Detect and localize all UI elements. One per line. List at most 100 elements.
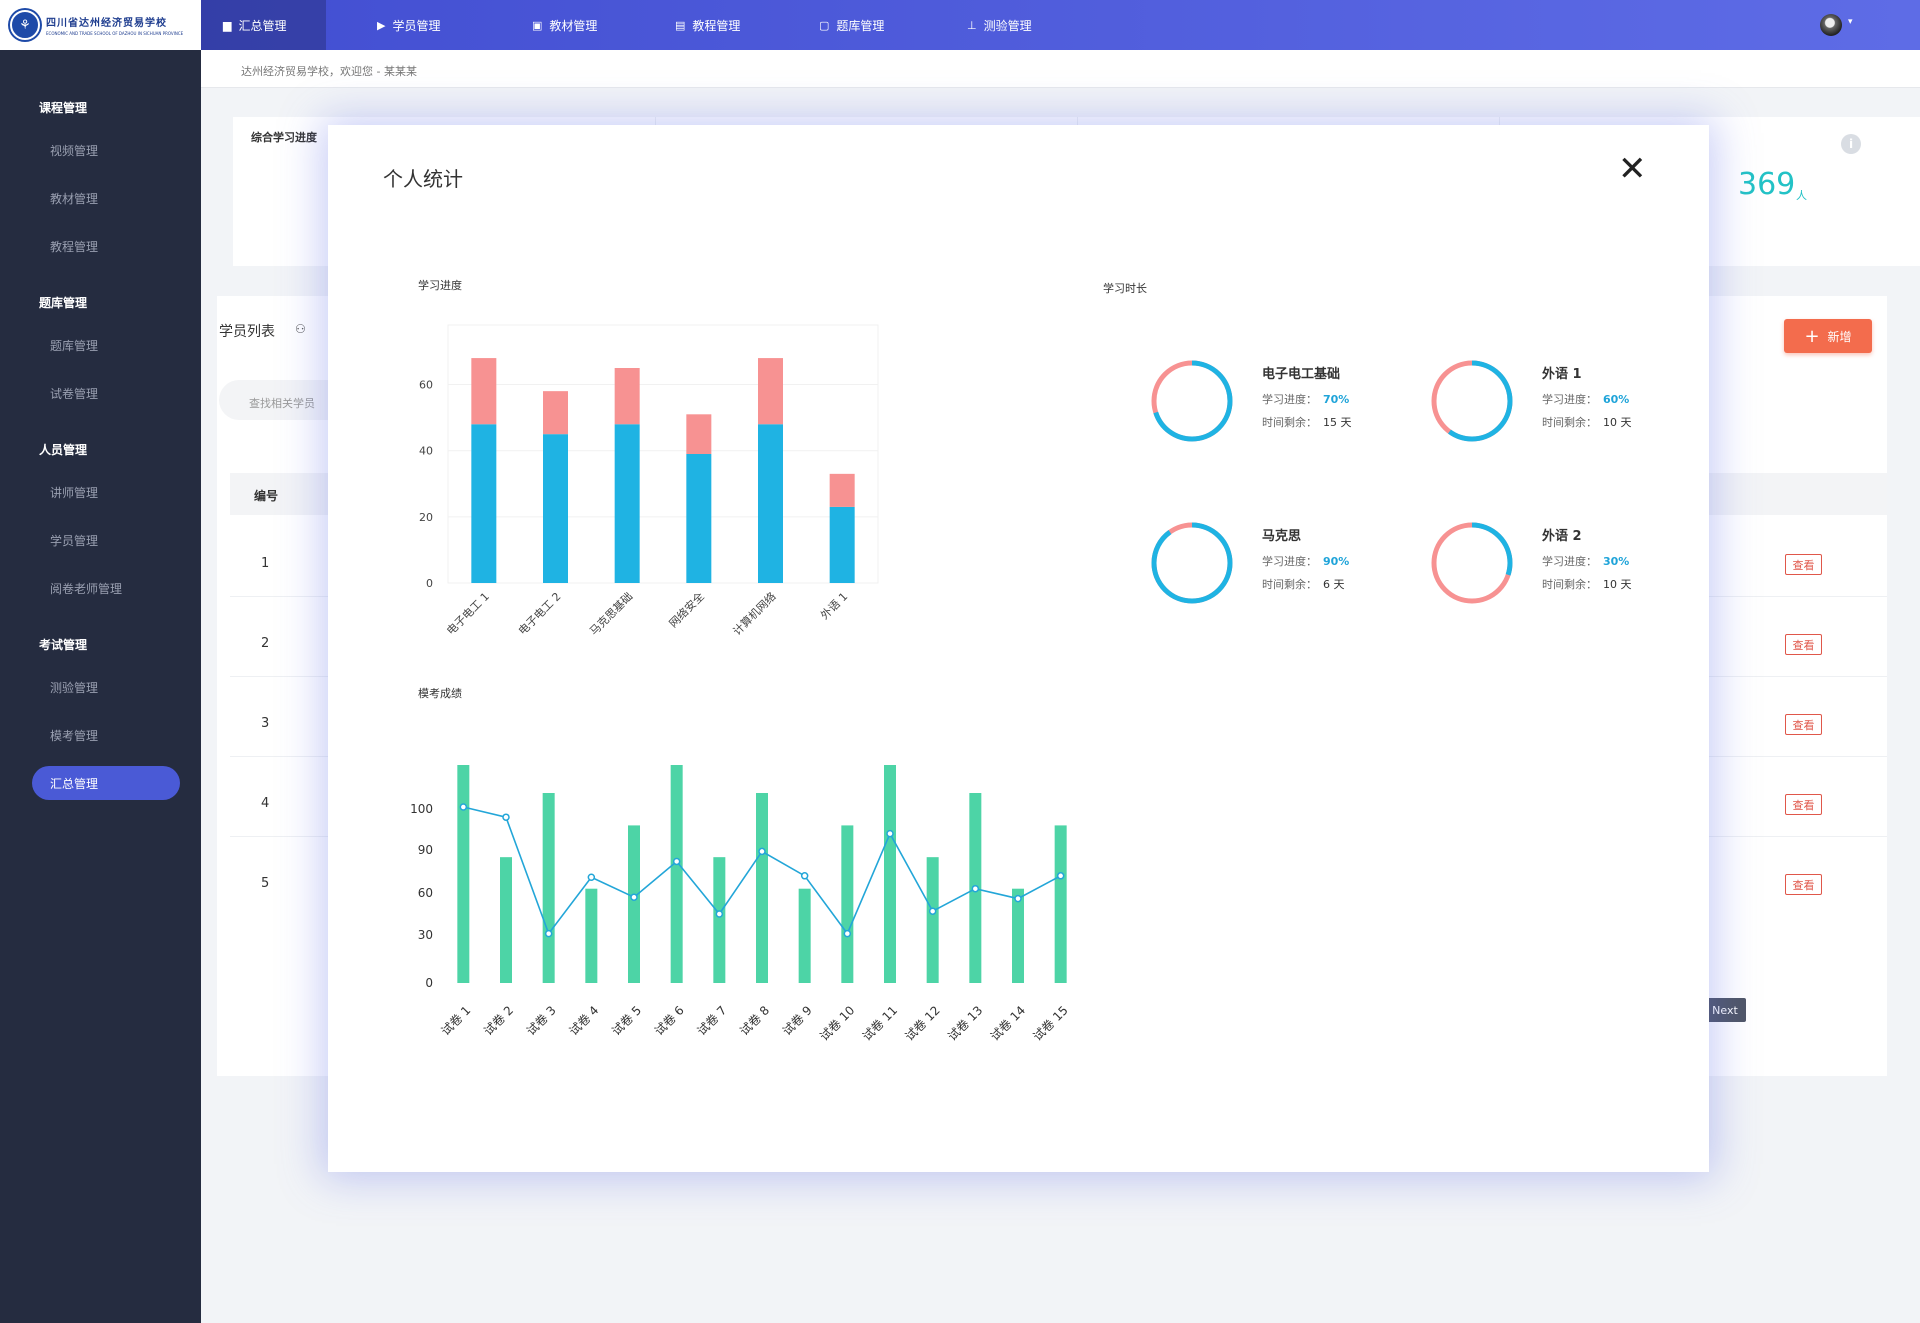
monitor-icon: ▣	[532, 18, 543, 32]
score-point	[928, 907, 937, 915]
student-count-unit: 人	[1796, 189, 1807, 202]
sidebar-item-student[interactable]: 学员管理	[50, 534, 99, 548]
score-point	[544, 929, 553, 938]
score-point	[502, 813, 510, 821]
score-bar	[713, 857, 726, 983]
score-bar	[628, 825, 640, 983]
nav-question-bank-management[interactable]: ▢ 题库管理	[797, 0, 906, 50]
nav-summary-management[interactable]: ▆ 汇总管理	[201, 0, 326, 50]
bar-segment	[471, 424, 497, 583]
progress-value: 60%	[1603, 393, 1630, 406]
score-point	[886, 829, 894, 838]
sidebar-group-exam: 考试管理	[39, 638, 88, 652]
course-name: 电子电工基础	[1262, 367, 1341, 382]
sidebar-item-grader[interactable]: 阅卷老师管理	[50, 582, 123, 596]
view-button[interactable]: 查看	[1785, 874, 1822, 895]
row-id: 3	[261, 716, 270, 731]
score-bar	[841, 825, 854, 983]
score-point	[459, 803, 468, 811]
sidebar-item-summary[interactable]: 汇总管理	[32, 766, 180, 800]
view-button[interactable]: 查看	[1785, 554, 1822, 575]
x-tick-label: 网络安全	[666, 589, 707, 630]
sidebar-item-textbook[interactable]: 教材管理	[50, 192, 99, 206]
nav-tutorial-management[interactable]: ▤ 教程管理	[653, 0, 762, 50]
document-icon: ▤	[675, 18, 686, 32]
score-bar	[756, 793, 768, 983]
nav-textbook-management[interactable]: ▣ 教材管理	[510, 0, 619, 50]
sidebar: 课程管理 视频管理 教材管理 教程管理 题库管理 题库管理 试卷管理 人员管理 …	[0, 50, 201, 1323]
score-point	[1056, 872, 1065, 880]
view-button[interactable]: 查看	[1785, 634, 1822, 655]
x-tick-label: 试卷 11	[859, 1003, 900, 1044]
row-id: 2	[261, 636, 270, 651]
x-tick-label: 试卷 15	[1030, 1003, 1071, 1044]
bar-segment	[686, 454, 712, 583]
row-id: 4	[261, 796, 270, 811]
chevron-down-icon[interactable]: ▾	[1848, 17, 1853, 27]
sidebar-item-quiz[interactable]: 测验管理	[50, 681, 99, 695]
modal-title: 个人统计	[383, 167, 463, 191]
progress-line: 学习进度： 70%	[1262, 391, 1349, 407]
nav-label: 题库管理	[836, 18, 885, 33]
score-point	[715, 910, 724, 918]
y-tick-label: 20	[419, 511, 433, 524]
x-tick-label: 试卷 13	[944, 1003, 985, 1044]
student-list-title: 学员列表	[219, 324, 275, 340]
view-button[interactable]: 查看	[1785, 714, 1822, 735]
progress-label: 学习进度：	[1262, 555, 1317, 568]
pagination-next-button[interactable]: Next	[1704, 998, 1746, 1022]
personal-stats-modal: 个人统计 ✕ 学习进度 0 20 40 60 电子电工 1 电子电工 2 马克思基础 网络安全…	[328, 125, 1709, 1172]
donut-progress-arc	[1151, 522, 1233, 604]
sidebar-group-question-bank: 题库管理	[39, 296, 88, 310]
score-bar	[542, 793, 555, 983]
course-name: 马克思	[1262, 529, 1302, 544]
progress-line: 学习进度： 60%	[1542, 391, 1629, 407]
remaining-line: 时间剩余： 15 天	[1262, 414, 1352, 430]
sidebar-item-mock-exam[interactable]: 模考管理	[50, 729, 99, 743]
sidebar-item-exam-paper[interactable]: 试卷管理	[50, 387, 99, 401]
x-tick-label: 试卷 4	[566, 1003, 602, 1039]
nav-label: 测验管理	[983, 18, 1032, 33]
bar-segment	[614, 424, 640, 583]
close-icon[interactable]: ✕	[1618, 149, 1647, 189]
duration-section-title: 学习时长	[1103, 282, 1147, 295]
progress-value: 70%	[1323, 393, 1350, 406]
sidebar-item-question-bank[interactable]: 题库管理	[50, 339, 99, 353]
sidebar-group-personnel: 人员管理	[39, 443, 88, 457]
score-point	[1014, 894, 1022, 903]
progress-line: 学习进度： 90%	[1262, 553, 1349, 569]
sidebar-item-lecturer[interactable]: 讲师管理	[50, 486, 99, 500]
progress-donut	[1431, 360, 1513, 442]
nav-label: 汇总管理	[238, 18, 287, 33]
school-logo[interactable]: ⚘ 四川省达州经济贸易学校 ECONOMIC AND TRADE SCHOOL …	[0, 0, 201, 50]
plot-frame	[447, 324, 879, 584]
view-button[interactable]: 查看	[1785, 794, 1822, 815]
score-bar	[1054, 825, 1067, 983]
donut-progress-arc	[1431, 522, 1513, 604]
remaining-label: 时间剩余：	[1262, 416, 1317, 429]
x-tick-label: 试卷 8	[736, 1003, 772, 1039]
y-tick-label: 40	[419, 445, 433, 458]
nav-student-management[interactable]: ▶ 学员管理	[355, 0, 462, 50]
info-icon[interactable]: i	[1841, 134, 1861, 154]
x-tick-label: 试卷 5	[608, 1003, 644, 1039]
sidebar-item-tutorial[interactable]: 教程管理	[50, 240, 99, 254]
remaining-line: 时间剩余： 10 天	[1542, 576, 1632, 592]
score-bar	[457, 765, 470, 983]
add-button[interactable]: + 新增	[1784, 319, 1872, 353]
score-bar	[926, 857, 939, 983]
nav-quiz-management[interactable]: ⊥ 测验管理	[945, 0, 1054, 50]
y-tick-label: 60	[418, 886, 433, 900]
sidebar-item-video[interactable]: 视频管理	[50, 144, 99, 158]
score-point	[672, 857, 681, 866]
user-avatar[interactable]	[1820, 14, 1842, 36]
score-point	[587, 873, 596, 881]
score-bar	[798, 888, 811, 983]
org-chart-icon: ⊥	[967, 18, 977, 32]
bar-segment	[758, 424, 783, 583]
x-tick-label: 试卷 2	[480, 1003, 516, 1039]
bar-segment	[543, 391, 568, 435]
bar-segment	[829, 473, 855, 507]
course-card: 外语 2 学习进度： 30% 时间剩余： 10 天	[1430, 521, 1700, 611]
